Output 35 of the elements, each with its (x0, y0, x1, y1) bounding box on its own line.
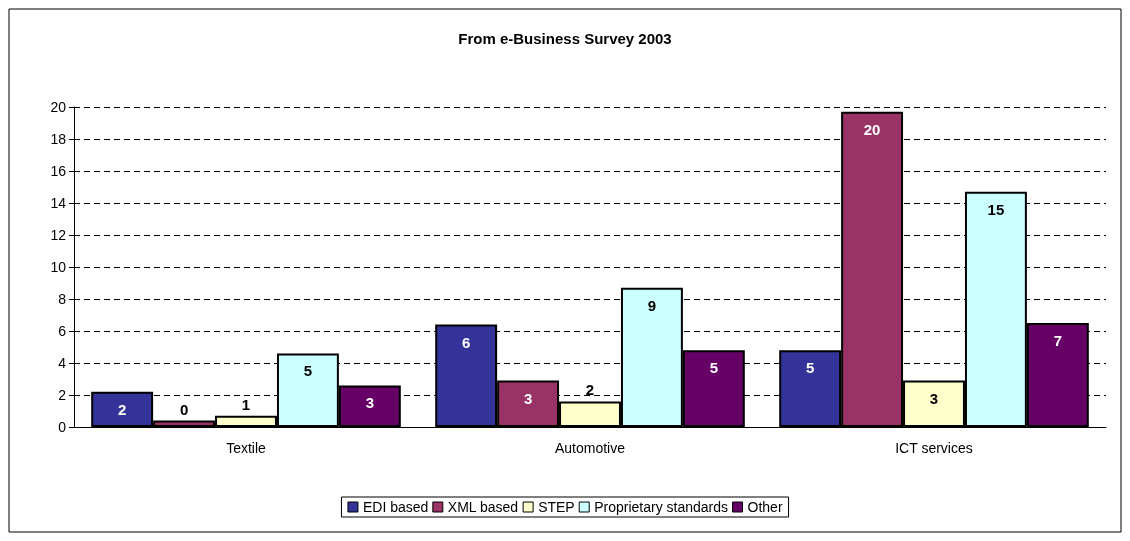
legend-label: EDI based (362, 499, 429, 515)
data-label: 5 (709, 359, 719, 377)
data-label: 3 (523, 389, 533, 407)
data-label: 20 (863, 120, 881, 138)
data-label: 3 (929, 389, 939, 407)
data-label: 7 (1053, 332, 1063, 349)
y-tick-label: 14 (50, 195, 67, 211)
y-tick-label: 12 (50, 227, 67, 243)
y-tick-label: 0 (58, 419, 67, 435)
data-label: 2 (117, 400, 127, 418)
data-label: 5 (805, 359, 815, 377)
x-tick-label: Automotive (554, 440, 626, 456)
x-tick-label: Textile (226, 440, 267, 456)
data-label: 15 (987, 200, 1005, 218)
data-label: 3 (365, 394, 375, 412)
y-tick-label: 20 (50, 99, 67, 115)
chart-title: From e-Business Survey 2003 (458, 30, 672, 47)
y-tick-label: 10 (50, 259, 67, 275)
data-label: 0 (179, 400, 189, 418)
data-label: 2 (585, 381, 595, 399)
y-tick-label: 8 (58, 291, 67, 307)
y-tick-label: 4 (58, 355, 67, 371)
y-tick-label: 18 (50, 131, 67, 147)
y-tick-label: 6 (58, 323, 67, 339)
legend-label: XML based (447, 499, 519, 515)
data-label: 9 (647, 296, 657, 314)
legend-label: Other (747, 499, 783, 515)
data-label: 1 (241, 395, 251, 413)
x-tick-label: ICT services (895, 440, 973, 456)
data-label: 6 (461, 333, 471, 351)
legend-label: Proprietary standards (594, 499, 729, 515)
data-label: 5 (303, 362, 313, 380)
y-tick-label: 16 (50, 163, 67, 179)
y-tick-label: 2 (58, 387, 67, 403)
legend-label: STEP (538, 499, 575, 515)
